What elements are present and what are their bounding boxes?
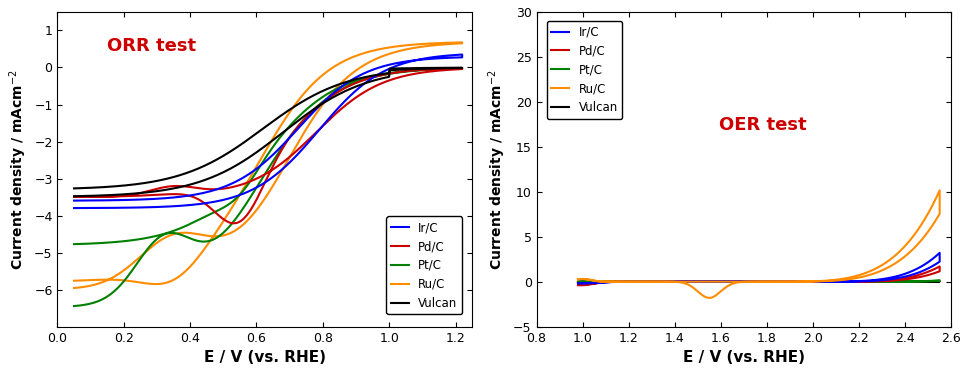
Y-axis label: Current density / mAcm$^{-2}$: Current density / mAcm$^{-2}$ xyxy=(7,69,28,270)
Text: ORR test: ORR test xyxy=(107,37,197,55)
Legend: Ir/C, Pd/C, Pt/C, Ru/C, Vulcan: Ir/C, Pd/C, Pt/C, Ru/C, Vulcan xyxy=(547,21,622,119)
Legend: Ir/C, Pd/C, Pt/C, Ru/C, Vulcan: Ir/C, Pd/C, Pt/C, Ru/C, Vulcan xyxy=(386,217,462,314)
X-axis label: E / V (vs. RHE): E / V (vs. RHE) xyxy=(204,350,326,365)
Text: OER test: OER test xyxy=(719,116,806,134)
Y-axis label: Current density / mAcm$^{-2}$: Current density / mAcm$^{-2}$ xyxy=(486,69,507,270)
X-axis label: E / V (vs. RHE): E / V (vs. RHE) xyxy=(682,350,804,365)
